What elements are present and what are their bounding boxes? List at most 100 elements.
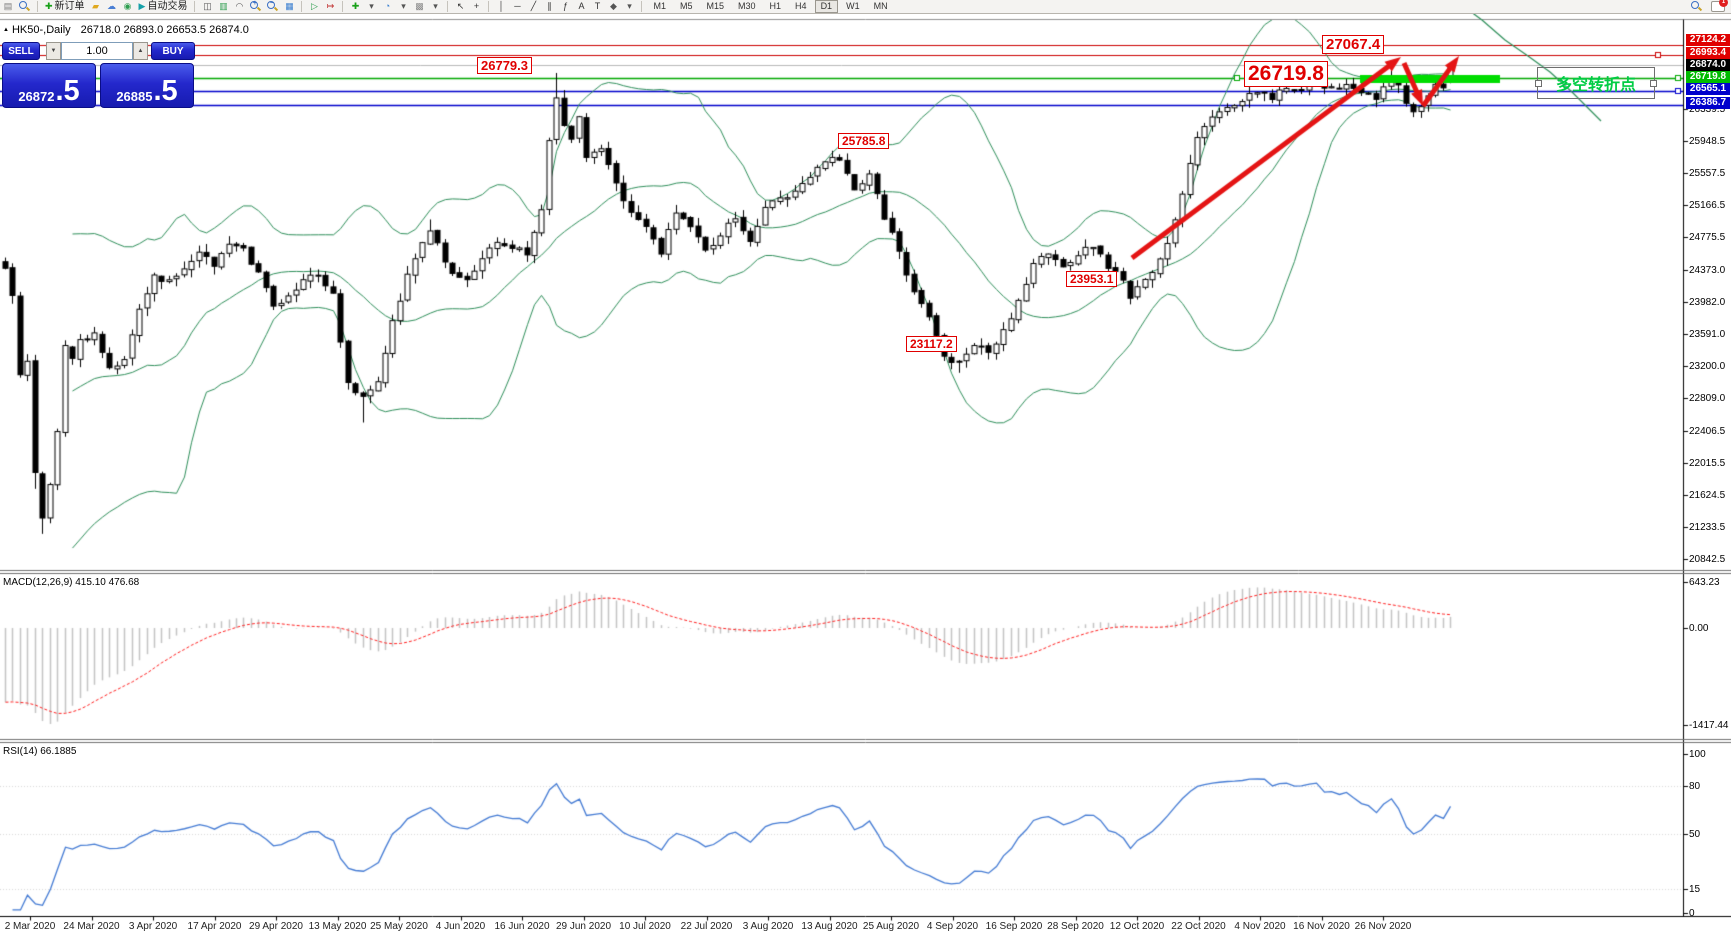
price-callout-label[interactable]: 23117.2: [906, 336, 957, 352]
toolbar-separator: [488, 1, 490, 12]
sell-price-button[interactable]: 26872 .5: [2, 63, 96, 108]
rsi-axis-tick-label: 0: [1689, 908, 1695, 919]
text-annotation[interactable]: 多空转折点: [1535, 67, 1657, 99]
candle-chart-mode-icon[interactable]: ▥: [219, 1, 228, 11]
top-toolbar: ▤ ✚ 新订单 ▰ ☁ ◉ ▶ 自动交易 ◫ ▥ ◠ + − ▦ ▷ ↦ ✚ ▾ ◔ ▾ ▩ ▾ ↖ + │ ─ ╱ ∥ ƒ A T ◆ ▾ M…: [0, 0, 1731, 14]
zoom-in-icon[interactable]: +: [250, 0, 262, 12]
selection-handle[interactable]: [1650, 80, 1657, 87]
timeframe-mn[interactable]: MN: [873, 1, 888, 11]
timeframe-w1[interactable]: W1: [846, 1, 860, 11]
price-callout-label[interactable]: 26779.3: [477, 57, 532, 74]
sell-price-frac: .5: [55, 75, 80, 107]
macd-axis-tick-label: 0.00: [1689, 623, 1709, 634]
toolbar-separator: [301, 1, 303, 12]
buy-price-frac: .5: [153, 75, 178, 107]
shapes-icon[interactable]: ◆: [610, 1, 617, 11]
market-watch-icon[interactable]: [19, 1, 31, 12]
notifications-icon[interactable]: 1: [1711, 0, 1728, 12]
timeframe-d1[interactable]: D1: [814, 0, 839, 13]
price-callout-label[interactable]: 23953.1: [1066, 271, 1118, 287]
price-axis-tick-label: 23200.0: [1689, 361, 1726, 373]
text-icon[interactable]: A: [578, 1, 585, 11]
macd-axis-tick-label: -1417.44: [1689, 720, 1729, 731]
date-axis-label: 3 Apr 2020: [128, 921, 178, 932]
timeframe-m5[interactable]: M5: [679, 1, 693, 11]
auto-scroll-icon[interactable]: ▷: [311, 1, 318, 11]
vertical-line-icon[interactable]: │: [498, 1, 505, 11]
crayon-icon[interactable]: ▰: [92, 1, 99, 11]
buy-price-button[interactable]: 26885 .5: [100, 63, 194, 108]
search-icon[interactable]: [1691, 1, 1703, 12]
date-axis-label: 13 May 2020: [308, 921, 367, 932]
date-axis-label: 4 Nov 2020: [1234, 921, 1286, 932]
notification-badge: 1: [1719, 0, 1728, 7]
macd-values: 415.10 476.68: [75, 577, 140, 588]
date-axis-label: 17 Apr 2020: [187, 921, 242, 932]
text-annotation-label: 多空转折点: [1555, 77, 1636, 94]
price-axis-tag: 26719.8: [1686, 71, 1730, 83]
volume-up-button[interactable]: ▲: [133, 42, 148, 60]
cursor-icon[interactable]: ↖: [456, 1, 465, 11]
date-axis-label: 13 Aug 2020: [801, 921, 858, 932]
volume-down-button[interactable]: ▼: [46, 42, 61, 60]
price-callout-label[interactable]: 27067.4: [1322, 35, 1385, 54]
price-axis-tick-label: 22809.0: [1689, 393, 1726, 405]
chart-shift-icon[interactable]: ↦: [326, 1, 335, 11]
date-axis-label: 4 Sep 2020: [926, 921, 979, 932]
timeframe-h1[interactable]: H1: [769, 1, 782, 11]
sell-button[interactable]: SELL: [2, 42, 40, 60]
timeframe-m30[interactable]: M30: [738, 1, 756, 11]
templates-dropdown-icon[interactable]: ▾: [433, 1, 438, 11]
date-axis-label: 16 Jun 2020: [494, 921, 550, 932]
cloud-icon[interactable]: ☁: [107, 1, 117, 11]
channel-icon[interactable]: ∥: [547, 1, 552, 11]
price-axis-tick-label: 25166.5: [1689, 200, 1726, 212]
price-callout-label[interactable]: 26719.8: [1244, 61, 1328, 87]
periods-dropdown-icon[interactable]: ▾: [401, 1, 406, 11]
new-order-button[interactable]: ✚ 新订单: [45, 1, 85, 12]
buy-button[interactable]: BUY: [151, 42, 195, 60]
crosshair-icon[interactable]: +: [473, 1, 480, 11]
price-axis-tick-label: 20842.5: [1689, 554, 1726, 566]
price-axis-tick-label: 25557.5: [1689, 168, 1726, 179]
periods-icon[interactable]: ◔: [384, 1, 391, 11]
line-chart-mode-icon[interactable]: ◠: [235, 1, 244, 11]
price-axis-tick-label: 24373.0: [1689, 264, 1726, 276]
timeframe-toolbar: M1 M5 M15 M30 H1 H4 D1 W1 MN: [646, 0, 894, 13]
price-axis-tick-label: 25948.5: [1689, 135, 1726, 147]
fibonacci-icon[interactable]: ƒ: [562, 1, 568, 11]
volume-input[interactable]: 1.00: [61, 42, 133, 60]
price-axis-tag: 26565.1: [1686, 83, 1730, 95]
collapse-triangle-icon[interactable]: ▲: [3, 27, 9, 33]
text-label-icon[interactable]: T: [594, 1, 601, 11]
date-axis-label: 25 May 2020: [370, 921, 428, 932]
auto-trading-button[interactable]: ▶ 自动交易: [138, 1, 188, 12]
indicators-icon[interactable]: ✚: [351, 1, 360, 11]
toolbar-right-group: 1: [1688, 0, 1731, 13]
date-axis-label: 29 Jun 2020: [555, 921, 612, 932]
date-axis-label: 16 Sep 2020: [985, 921, 1043, 932]
rsi-label: RSI(14) 66.1885: [3, 746, 77, 757]
timeframe-m1[interactable]: M1: [653, 1, 666, 11]
rsi-axis-tick-label: 100: [1689, 749, 1706, 760]
templates-icon[interactable]: ▩: [415, 1, 424, 11]
price-callout-label[interactable]: 25785.8: [838, 133, 890, 149]
new-order-button-icon: ✚: [45, 1, 53, 11]
bar-chart-mode-icon[interactable]: ◫: [203, 1, 212, 11]
new-chart-icon[interactable]: ▤: [3, 1, 13, 11]
indicators-dropdown-icon[interactable]: ▾: [369, 1, 374, 11]
selection-handle[interactable]: [1535, 80, 1542, 87]
zoom-out-icon[interactable]: −: [267, 0, 279, 12]
timeframe-m15[interactable]: M15: [706, 1, 725, 11]
date-axis-label: 26 Nov 2020: [1354, 921, 1412, 932]
timeframe-h4[interactable]: H4: [795, 1, 807, 11]
shapes-dropdown-icon[interactable]: ▾: [627, 1, 632, 11]
price-axis-tick-label: 24775.5: [1689, 232, 1726, 244]
tile-windows-icon[interactable]: ▦: [285, 1, 294, 11]
horizontal-line-icon[interactable]: ─: [514, 1, 521, 11]
signal-icon[interactable]: ◉: [123, 1, 132, 11]
sell-price-main: 26872: [18, 89, 55, 104]
toolbar-separator: [342, 1, 344, 12]
trendline-icon[interactable]: ╱: [530, 1, 537, 11]
